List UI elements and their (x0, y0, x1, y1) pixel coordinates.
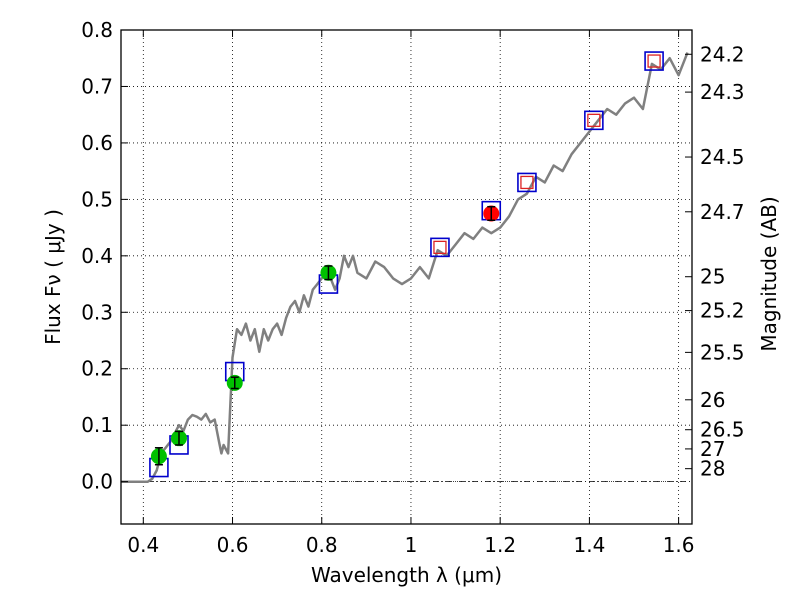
model-box (430, 237, 450, 258)
upper-limit-marker (647, 54, 661, 68)
right-tick-label: 25.5 (700, 340, 745, 364)
upper-limit-markers (433, 54, 661, 255)
right-tick-label: 24.2 (700, 42, 745, 66)
y-axis-title: Flux Fν ( μJy ) (41, 209, 65, 345)
y-tick-label: 0.4 (81, 244, 113, 268)
right-tick-label: 25.2 (700, 299, 745, 323)
y-tick-label: 0.5 (81, 187, 113, 211)
right-tick-label: 26 (700, 388, 725, 412)
y-tick-label: 0.1 (81, 413, 113, 437)
axis-ticks: 0.4 0.6 0.8 1 1.2 1.4 1.6 0.0 0.1 0.2 0.3 0.4 0.5 0.6… (81, 18, 744, 557)
x-tick-label: 0.8 (306, 533, 338, 557)
grid (121, 29, 692, 524)
upper-limit-marker (587, 113, 601, 127)
x-tick-label: 0.4 (127, 533, 159, 557)
model-boxes (149, 51, 664, 478)
right-tick-label: 24.7 (700, 200, 745, 224)
upper-limit-marker (520, 175, 534, 190)
right-tick-label: 27 (700, 437, 725, 461)
x-tick-label: 1.2 (484, 533, 516, 557)
right-tick-label: 24.5 (700, 145, 745, 169)
model-box (584, 110, 604, 131)
x-tick-label: 0.6 (217, 533, 249, 557)
x-axis-title: Wavelength λ (μm) (311, 563, 502, 587)
model-box (644, 51, 664, 71)
upper-limit-marker (433, 240, 447, 255)
x-tick-label: 1.4 (573, 533, 605, 557)
x-tick-label: 1 (405, 533, 418, 557)
right-tick-label: 25 (700, 265, 725, 289)
y-tick-label: 0.0 (81, 470, 113, 494)
y-tick-label: 0.7 (81, 74, 113, 98)
y-tick-label: 0.6 (81, 131, 113, 155)
model-box (517, 172, 537, 193)
y-tick-label: 0.8 (81, 18, 113, 42)
right-tick-label: 26.5 (700, 418, 745, 442)
x-tick-label: 1.6 (663, 533, 695, 557)
plot-frame (120, 29, 693, 525)
y-tick-label: 0.3 (81, 300, 113, 324)
right-axis-title: Magnitude (AB) (757, 196, 781, 351)
right-tick-label: 28 (700, 457, 725, 481)
y-tick-label: 0.2 (81, 357, 113, 381)
observed-points (150, 205, 500, 466)
right-tick-label: 24.3 (700, 80, 745, 104)
